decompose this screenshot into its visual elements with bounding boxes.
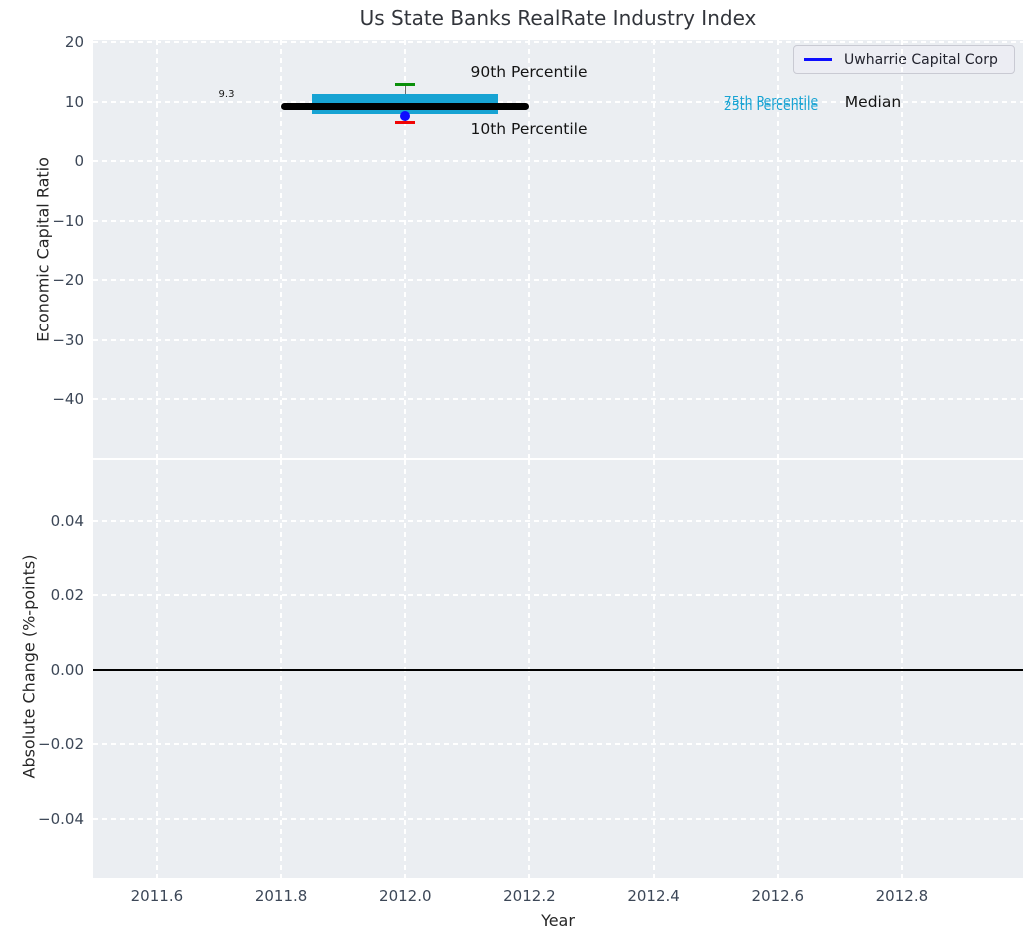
p90-tick	[395, 82, 416, 86]
y-tick-label: 0.00	[50, 660, 84, 679]
gridline-y	[93, 41, 1023, 44]
y-tick-label: 10	[64, 92, 84, 111]
y-tick-label: 0.04	[50, 511, 84, 530]
ylabel-economic-capital-ratio: Economic Capital Ratio	[33, 157, 53, 342]
x-tick-label: 2012.4	[627, 887, 680, 905]
gridline-y	[93, 100, 1023, 103]
y-tick-label: 0.02	[50, 586, 84, 605]
gridline-x	[652, 40, 655, 458]
gridline-y	[93, 219, 1023, 222]
gridline-x	[900, 40, 903, 458]
xlabel-year: Year	[541, 911, 575, 930]
legend-label: Uwharrie Capital Corp	[844, 51, 998, 68]
y-tick-label: −30	[52, 330, 84, 349]
gridline-y	[93, 398, 1023, 401]
gridline-x	[528, 40, 531, 458]
gridline-y	[93, 338, 1023, 341]
company-point	[400, 111, 411, 122]
axes-economic-capital-ratio	[93, 40, 1023, 458]
legend: Uwharrie Capital Corp	[793, 45, 1015, 74]
y-tick-label: −20	[52, 271, 84, 290]
gridline-y	[93, 817, 1023, 820]
x-tick-label: 2011.8	[254, 887, 308, 905]
x-tick-label: 2012.2	[503, 887, 556, 905]
x-tick-label: 2012.8	[875, 887, 929, 905]
gridline-x	[155, 40, 158, 458]
zero-line	[93, 668, 1023, 671]
y-tick-label: −40	[52, 390, 84, 409]
y-tick-label: 20	[64, 33, 84, 52]
x-tick-label: 2012.6	[751, 887, 805, 905]
median-line	[281, 102, 530, 110]
y-tick-label: −0.04	[38, 809, 84, 828]
y-tick-label: −10	[52, 211, 84, 230]
y-tick-label: 0	[74, 152, 84, 171]
annotation-10th-percentile: 10th Percentile	[470, 120, 588, 139]
annotation-75th-percentile: 75th Percentile	[723, 92, 819, 108]
gridline-x	[280, 40, 283, 458]
annotation-median: Median	[844, 93, 902, 112]
annotation-9-3: 9.3	[218, 88, 235, 100]
gridline-y	[93, 279, 1023, 282]
annotation-90th-percentile: 90th Percentile	[470, 62, 588, 81]
x-tick-label: 2011.6	[130, 887, 184, 905]
gridline-y	[93, 519, 1023, 522]
p10-tick	[395, 120, 416, 124]
chart-title: Us State Banks RealRate Industry Index	[359, 6, 757, 30]
gridline-x	[776, 40, 779, 458]
gridline-y	[93, 594, 1023, 597]
annotation-25th-percentile: 25th Percentile	[723, 97, 819, 113]
gridline-y	[93, 743, 1023, 746]
y-tick-label: −0.02	[38, 735, 84, 754]
x-tick-label: 2012.0	[379, 887, 432, 905]
gridline-x	[404, 40, 407, 458]
legend-line-swatch	[804, 58, 832, 61]
gridline-y	[93, 160, 1023, 163]
